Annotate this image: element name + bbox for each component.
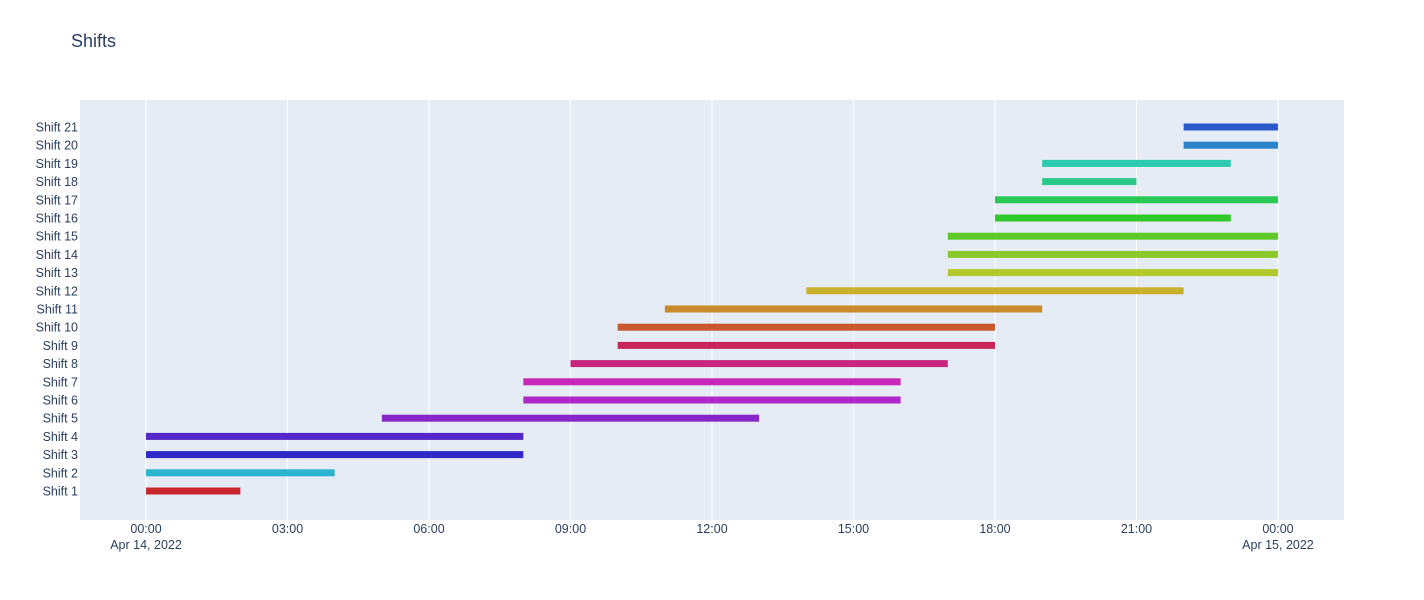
y-tick-label: Shift 20 xyxy=(36,139,78,153)
y-tick-label: Shift 17 xyxy=(36,193,78,207)
shift-bar[interactable] xyxy=(947,269,1278,277)
y-tick-label: Shift 10 xyxy=(36,321,78,335)
y-tick-label: Shift 13 xyxy=(36,266,78,280)
y-tick-label: Shift 14 xyxy=(36,248,78,262)
shift-bar[interactable] xyxy=(994,214,1231,222)
x-tick-label: 09:00 xyxy=(555,522,586,536)
y-tick-label: Shift 6 xyxy=(43,394,78,408)
x-tick-label: 03:00 xyxy=(272,522,303,536)
shift-bar[interactable] xyxy=(1183,141,1278,149)
x-axis-labels: 00:00 Apr 14, 2022 03:00 06:00 09:00 12:00 15:… xyxy=(110,522,1314,552)
y-tick-label: Shift 16 xyxy=(36,212,78,226)
shift-bar[interactable] xyxy=(1042,159,1231,167)
x-tick-date-label: Apr 14, 2022 xyxy=(110,538,182,552)
shift-bar[interactable] xyxy=(523,378,901,386)
shift-bar[interactable] xyxy=(570,360,948,368)
y-tick-label: Shift 12 xyxy=(36,284,78,298)
y-tick-label: Shift 2 xyxy=(43,466,78,480)
y-tick-label: Shift 4 xyxy=(43,430,78,444)
x-tick-label: 00:00 xyxy=(130,522,161,536)
shift-bar[interactable] xyxy=(617,323,995,331)
shift-bar[interactable] xyxy=(146,469,335,477)
shift-bar[interactable] xyxy=(1183,123,1278,131)
shift-bar[interactable] xyxy=(994,196,1278,204)
shift-bar[interactable] xyxy=(806,287,1184,295)
shift-bar[interactable] xyxy=(381,414,760,422)
shift-bar[interactable] xyxy=(617,341,995,349)
bars xyxy=(146,123,1278,495)
y-tick-label: Shift 3 xyxy=(43,448,78,462)
y-tick-label: Shift 18 xyxy=(36,175,78,189)
x-tick-label: 06:00 xyxy=(413,522,444,536)
x-tick-label: 21:00 xyxy=(1121,522,1152,536)
y-tick-label: Shift 8 xyxy=(43,357,78,371)
y-tick-label: Shift 5 xyxy=(43,412,78,426)
y-tick-label: Shift 9 xyxy=(43,339,78,353)
y-tick-label: Shift 21 xyxy=(36,121,78,135)
x-tick-label: 18:00 xyxy=(979,522,1010,536)
x-tick-label: 15:00 xyxy=(838,522,869,536)
x-tick-label: 12:00 xyxy=(696,522,727,536)
y-tick-label: Shift 19 xyxy=(36,157,78,171)
chart-title: Shifts xyxy=(71,31,117,51)
y-tick-label: Shift 15 xyxy=(36,230,78,244)
shift-bar[interactable] xyxy=(947,250,1278,258)
shift-bar[interactable] xyxy=(1042,178,1137,186)
y-tick-label: Shift 11 xyxy=(37,303,79,317)
shift-bar[interactable] xyxy=(146,487,241,495)
y-axis-labels: Shift 1 Shift 2 Shift 3 Shift 4 Shift 5 Shift… xyxy=(36,121,78,499)
shift-bar[interactable] xyxy=(146,451,524,459)
shift-bar[interactable] xyxy=(146,432,524,440)
x-tick-label: 00:00 xyxy=(1262,522,1293,536)
shift-bar[interactable] xyxy=(947,232,1278,240)
y-tick-label: Shift 7 xyxy=(43,375,78,389)
x-tick-date-label: Apr 15, 2022 xyxy=(1242,538,1314,552)
y-tick-label: Shift 1 xyxy=(43,485,78,499)
shift-bar[interactable] xyxy=(523,396,901,404)
shift-bar[interactable] xyxy=(664,305,1043,313)
